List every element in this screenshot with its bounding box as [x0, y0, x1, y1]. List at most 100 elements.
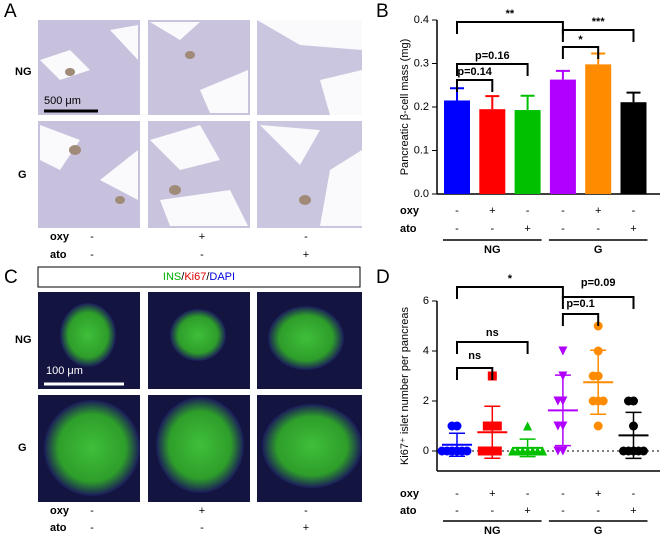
treatment-level: -	[632, 488, 636, 500]
significance-bracket	[561, 46, 600, 59]
histology-images	[38, 20, 362, 228]
treatment-level: +	[595, 488, 601, 500]
treatment-level: -	[304, 231, 308, 243]
stain: DAPI	[209, 271, 235, 283]
point	[482, 421, 492, 431]
treatment-level: -	[526, 488, 530, 500]
row-label: NG	[15, 66, 32, 78]
point	[523, 421, 533, 431]
treatment-level: +	[524, 505, 530, 517]
treatment-level: -	[90, 231, 94, 243]
point	[624, 396, 633, 406]
significance-label: p=0.1	[566, 298, 594, 310]
significance-bracket	[456, 79, 494, 92]
y-tick-label: 0.0	[414, 188, 429, 200]
group-label: G	[594, 525, 603, 537]
treatment-level: -	[490, 223, 494, 235]
treatment-label: oxy	[50, 505, 70, 517]
point	[598, 396, 608, 406]
y-axis-title: Ki67⁺ islet number per pancreas	[399, 306, 411, 465]
error-bar	[449, 432, 465, 457]
treatment-level: -	[200, 522, 204, 534]
treatment-level: -	[455, 505, 459, 517]
point	[619, 446, 628, 456]
treatment-level: +	[595, 205, 601, 217]
y-tick-label: 0.1	[414, 144, 429, 156]
panel-letter: D	[376, 267, 390, 288]
treatment-level: +	[630, 223, 636, 235]
treatment-level: +	[524, 223, 530, 235]
significance-label: p=0.09	[581, 277, 616, 289]
point	[639, 446, 648, 456]
bar	[444, 100, 470, 194]
error-bar	[625, 411, 642, 460]
significance-label: ***	[592, 16, 606, 28]
treatment-level: -	[455, 223, 459, 235]
bar	[514, 110, 541, 194]
treatment-level: -	[596, 505, 600, 517]
point	[538, 446, 548, 456]
treatment-level: +	[199, 505, 205, 517]
treatment-level: -	[90, 522, 94, 534]
y-tick-label: 4	[423, 345, 429, 357]
point	[553, 421, 563, 431]
y-tick-label: 0.3	[414, 57, 429, 69]
stain-label: INS/Ki67/DAPI	[163, 271, 235, 283]
point	[588, 396, 598, 406]
significance-bracket	[561, 296, 635, 309]
y-tick-label: 0.4	[414, 14, 429, 26]
error-bar	[485, 95, 500, 110]
treatment-level: +	[303, 522, 309, 534]
bar	[620, 102, 647, 194]
bar	[585, 64, 612, 195]
y-axis-title: Pancreatic β-cell mass (mg)	[399, 39, 411, 176]
treatment-label: oxy	[400, 488, 420, 500]
significance-bracket	[456, 21, 564, 34]
significance-label: *	[508, 273, 513, 285]
treatment-level: -	[561, 488, 565, 500]
point	[437, 446, 447, 456]
group-label: NG	[484, 525, 501, 537]
error-bar	[519, 438, 536, 458]
point	[492, 421, 502, 431]
y-tick-label: 0	[423, 445, 429, 457]
point	[482, 446, 492, 456]
treatment-level: -	[455, 205, 459, 217]
point	[477, 446, 487, 456]
significance-label: p=0.14	[457, 66, 492, 78]
fluorescence-images	[37, 266, 362, 502]
treatment-level: -	[90, 505, 94, 517]
point	[593, 421, 603, 431]
treatment-level: -	[561, 223, 565, 235]
treatment-label: ato	[400, 505, 417, 517]
treatment-label: ato	[50, 522, 67, 534]
treatment-level: -	[596, 223, 600, 235]
y-tick-label: 0.2	[414, 101, 429, 113]
significance-bracket	[456, 286, 564, 299]
row-label: NG	[15, 334, 32, 346]
treatment-level: -	[200, 249, 204, 261]
bar	[479, 109, 506, 194]
point	[492, 446, 502, 456]
y-tick-label: 6	[423, 295, 429, 307]
row-label: G	[18, 442, 27, 454]
panel-letter: C	[4, 267, 18, 288]
bar	[549, 79, 576, 194]
scale-bar-label: 500 μm	[44, 95, 81, 107]
group-label: G	[594, 244, 603, 256]
significance-bracket	[456, 341, 529, 354]
point	[588, 371, 598, 381]
treatment-level: -	[632, 205, 636, 217]
significance-label: p=0.16	[475, 50, 510, 62]
error-bar	[626, 91, 641, 103]
error-bar	[484, 405, 501, 459]
treatment-level: -	[561, 205, 565, 217]
point	[462, 446, 472, 456]
significance-label: **	[506, 8, 515, 20]
panel-letter: B	[376, 1, 389, 22]
treatment-label: ato	[50, 249, 67, 261]
stain: INS	[163, 271, 181, 283]
significance-label: ns	[486, 327, 499, 339]
error-bar	[555, 69, 570, 80]
treatment-level: -	[90, 249, 94, 261]
